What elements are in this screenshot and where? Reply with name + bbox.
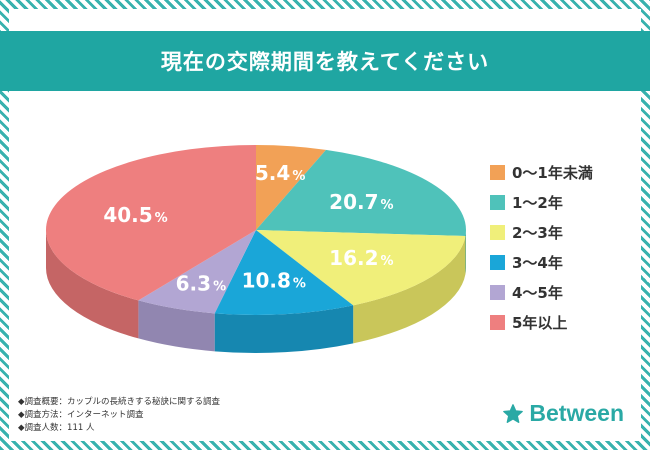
brand-name: Between (529, 400, 624, 426)
survey-notes: ◆調査概要：カップルの長続きする秘訣に関する調査 ◆調査方法：インターネット調査… (18, 396, 220, 435)
legend-label-1-to-2y: 1〜2年 (512, 194, 563, 212)
legend-label-3-to-4y: 3〜4年 (512, 254, 563, 272)
chart-title: 現在の交際期間を教えてください (0, 31, 650, 91)
slice-2-to-3y (256, 230, 466, 306)
legend-swatch-1-to-2y (490, 195, 505, 210)
legend-label-0-to-1y: 0〜1年未満 (512, 164, 593, 182)
slice-3-to-4y (214, 230, 354, 316)
legend: 0〜1年未満 1〜2年 2〜3年 3〜4年 4〜5年 5年以上 (490, 164, 593, 332)
legend-label-4-to-5y: 4〜5年 (512, 284, 563, 302)
slice-0-to-1y (256, 145, 326, 230)
slice-side-3 (214, 305, 354, 354)
value-label-0-to-1y: 5.4% (255, 161, 305, 185)
legend-swatch-4-to-5y (490, 285, 505, 300)
legend-label-5y: 5年以上 (512, 314, 567, 332)
brand-logo: Between (502, 400, 624, 427)
note-count: ◆調査人数：111 人 (18, 423, 95, 433)
legend-swatch-5y (490, 315, 505, 330)
slice-side-1 (465, 230, 467, 275)
note-method: ◆調査方法：インターネット調査 (18, 410, 144, 420)
legend-swatch-3-to-4y (490, 255, 505, 270)
legend-swatch-0-to-1y (490, 165, 505, 180)
slice-5y (46, 145, 256, 301)
legend-swatch-2-to-3y (490, 225, 505, 240)
slice-1-to-2y (256, 149, 467, 237)
slice-side-4 (138, 300, 215, 352)
note-overview: ◆調査概要：カップルの長続きする秘訣に関する調査 (18, 397, 221, 407)
pie-sides (46, 230, 467, 354)
pie-top (46, 145, 467, 316)
slice-4-to-5y (138, 230, 256, 314)
legend-label-2-to-3y: 2〜3年 (512, 224, 563, 242)
star-icon (503, 403, 524, 423)
value-labels: 5.4 %20.7 %16.2 %10.8 %6.3 %40.5% (103, 161, 393, 295)
slice-side-2 (353, 236, 466, 344)
slice-side-5 (46, 230, 139, 339)
